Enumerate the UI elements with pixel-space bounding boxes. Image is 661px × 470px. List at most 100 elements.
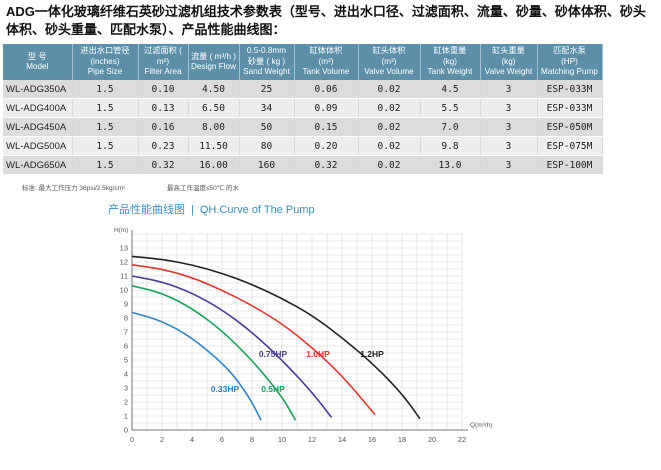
temperature-note: 最高工作温度≤50℃ 的水 bbox=[167, 185, 239, 192]
column-header-cn2: (kg) bbox=[501, 56, 516, 66]
column-header-en: Filter Area bbox=[144, 67, 182, 77]
table-cell: 25 bbox=[239, 80, 295, 99]
column-header-en: Sand Weight bbox=[243, 67, 290, 77]
column-header-cn2: (m³) bbox=[381, 56, 397, 66]
column-header-cn2: (m³) bbox=[318, 56, 334, 66]
table-cell: 13.0 bbox=[420, 155, 481, 175]
table-cell: 80 bbox=[239, 136, 295, 156]
page-heading: ADG一体化玻璃纤维石英砂过滤机组技术参数表（型号、进出水口径、过滤面积、流量、… bbox=[6, 4, 646, 37]
series-label: 0.33HP bbox=[211, 384, 240, 394]
y-tick-label: 13 bbox=[120, 244, 128, 253]
table-cell: 9.8 bbox=[420, 136, 481, 156]
column-header-cn: 缸头重量 bbox=[492, 46, 525, 56]
column-header-cn: 缸头体积 bbox=[372, 46, 406, 56]
series-line-1-0hp bbox=[131, 264, 376, 416]
x-tick-label: 10 bbox=[278, 435, 286, 444]
column-header-en: Valve Weight bbox=[484, 67, 533, 77]
curve-title-separator: | bbox=[191, 204, 194, 216]
column-header-cn: 缸体体积 bbox=[309, 46, 343, 56]
column-header: 型 号 Model bbox=[3, 44, 73, 80]
column-header: 缸体重量 (kg) Tank Weight bbox=[420, 44, 481, 80]
y-tick-label: 6 bbox=[124, 342, 128, 351]
column-header: 匹配水泵 (HP) Matching Pump bbox=[537, 44, 603, 80]
table-row: WL-ADG350A 1.5 0.10 4.50 25 0.06 0.02 4.5 3 ESP-0… bbox=[3, 80, 603, 99]
curve-title-cn: 产品性能曲线图 bbox=[108, 204, 185, 216]
table-row: WL-ADG450A 1.5 0.16 8.00 50 0.15 0.02 7.0 3 ESP-0… bbox=[3, 117, 603, 137]
x-tick-label: 16 bbox=[368, 435, 376, 444]
column-header: 流量 ( m³/h ) Design Flow bbox=[188, 44, 240, 80]
y-tick-label: 11 bbox=[120, 272, 128, 281]
column-header-cn: 缸体重量 bbox=[433, 46, 467, 56]
table-cell: ESP-100M bbox=[537, 155, 603, 175]
table-cell: 0.02 bbox=[358, 136, 421, 156]
y-tick-label: 10 bbox=[120, 286, 128, 295]
column-header-en: Model bbox=[26, 62, 49, 71]
x-tick-label: 0 bbox=[130, 435, 134, 444]
column-header-cn: 过滤面积 ( m²) bbox=[144, 46, 182, 66]
column-header: 0.5-0.8mm 砂量 ( kg ) Sand Weight bbox=[239, 44, 295, 80]
table-cell: 1.5 bbox=[72, 80, 139, 99]
table-cell: ESP-033M bbox=[537, 80, 603, 99]
y-tick-label: 2 bbox=[124, 398, 128, 407]
table-body: WL-ADG350A 1.5 0.10 4.50 25 0.06 0.02 4.5 3 ESP-0… bbox=[3, 80, 603, 175]
table-cell: 0.06 bbox=[294, 80, 359, 99]
x-tick-label: 4 bbox=[190, 435, 194, 444]
table-cell: WL-ADG350A bbox=[3, 80, 73, 99]
x-tick-label: 2 bbox=[160, 435, 164, 444]
column-header-cn2: (HP) bbox=[561, 56, 578, 66]
series-label: 1.0HP bbox=[306, 349, 330, 359]
column-header-cn2: 砂量 ( kg ) bbox=[247, 56, 286, 66]
column-header-cn2: (kg) bbox=[442, 56, 458, 66]
y-tick-label: 0 bbox=[124, 426, 128, 435]
table-cell: 50 bbox=[239, 117, 295, 137]
table-cell: 1.5 bbox=[72, 136, 139, 156]
x-tick-label: 22 bbox=[458, 435, 466, 444]
table-cell: 0.09 bbox=[294, 98, 359, 118]
table-cell: 3 bbox=[480, 136, 538, 156]
table-cell: 0.10 bbox=[138, 80, 189, 99]
series-line-0-75hp bbox=[131, 275, 333, 418]
table-cell: 4.50 bbox=[188, 80, 240, 99]
table-cell: 0.23 bbox=[138, 136, 189, 156]
series-label: 0.5HP bbox=[261, 384, 285, 394]
x-tick-label: 8 bbox=[250, 435, 254, 444]
table-cell: 0.02 bbox=[358, 155, 421, 175]
table-cell: 3 bbox=[480, 80, 538, 99]
column-header-en: Matching Pump bbox=[541, 67, 598, 77]
column-header-en: Pipe Size bbox=[87, 67, 123, 77]
table-cell: 0.32 bbox=[138, 155, 189, 175]
table-cell: 0.02 bbox=[358, 117, 421, 137]
table-cell: 5.5 bbox=[420, 98, 481, 118]
table-row: WL-ADG650A 1.5 0.32 16.00 160 0.32 0.02 13.0 3 ES… bbox=[3, 155, 603, 175]
table-cell: 8.00 bbox=[188, 117, 240, 137]
y-tick-label: 12 bbox=[120, 258, 128, 267]
series-line-0-33hp bbox=[131, 311, 262, 421]
table-cell: 0.13 bbox=[138, 98, 189, 118]
table-cell: 7.0 bbox=[420, 117, 481, 137]
column-header: 缸体体积 (m³) Tank Volume bbox=[294, 44, 359, 80]
table-cell: 4.5 bbox=[420, 80, 481, 99]
table-cell: 3 bbox=[480, 98, 538, 118]
y-tick-label: 5 bbox=[124, 356, 128, 365]
column-header-en: Design Flow bbox=[190, 62, 237, 71]
column-header-cn: 0.5-0.8mm bbox=[246, 46, 287, 56]
qh-curve-chart: 0 2 4 6 8 10 12 14 16 18 20 22012345678910111213Q(m… bbox=[114, 227, 492, 444]
y-axis-label: H(m) bbox=[114, 227, 128, 234]
table-cell: 0.20 bbox=[294, 136, 359, 156]
y-tick-label: 9 bbox=[124, 300, 128, 309]
column-header-cn: 匹配水泵 bbox=[553, 46, 586, 56]
table-cell: 1.5 bbox=[72, 117, 139, 137]
column-header-en: Tank Volume bbox=[302, 67, 350, 77]
x-tick-label: 12 bbox=[308, 435, 316, 444]
column-header: 过滤面积 ( m²) Filter Area bbox=[138, 44, 189, 80]
table-cell: 0.15 bbox=[294, 117, 359, 137]
series-line-1-2hp bbox=[131, 255, 421, 420]
table-cell: WL-ADG450A bbox=[3, 117, 73, 137]
table-cell: 0.02 bbox=[358, 80, 421, 99]
x-tick-label: 18 bbox=[398, 435, 406, 444]
table-cell: 34 bbox=[239, 98, 295, 118]
spec-table: 型 号 Model 进出水口管径 (inches) Pipe Size 过滤面积 ( m²… bbox=[3, 44, 603, 175]
table-cell: 3 bbox=[480, 155, 538, 175]
table-cell: WL-ADG650A bbox=[3, 155, 73, 175]
column-header-en: Tank Weight bbox=[427, 67, 473, 77]
